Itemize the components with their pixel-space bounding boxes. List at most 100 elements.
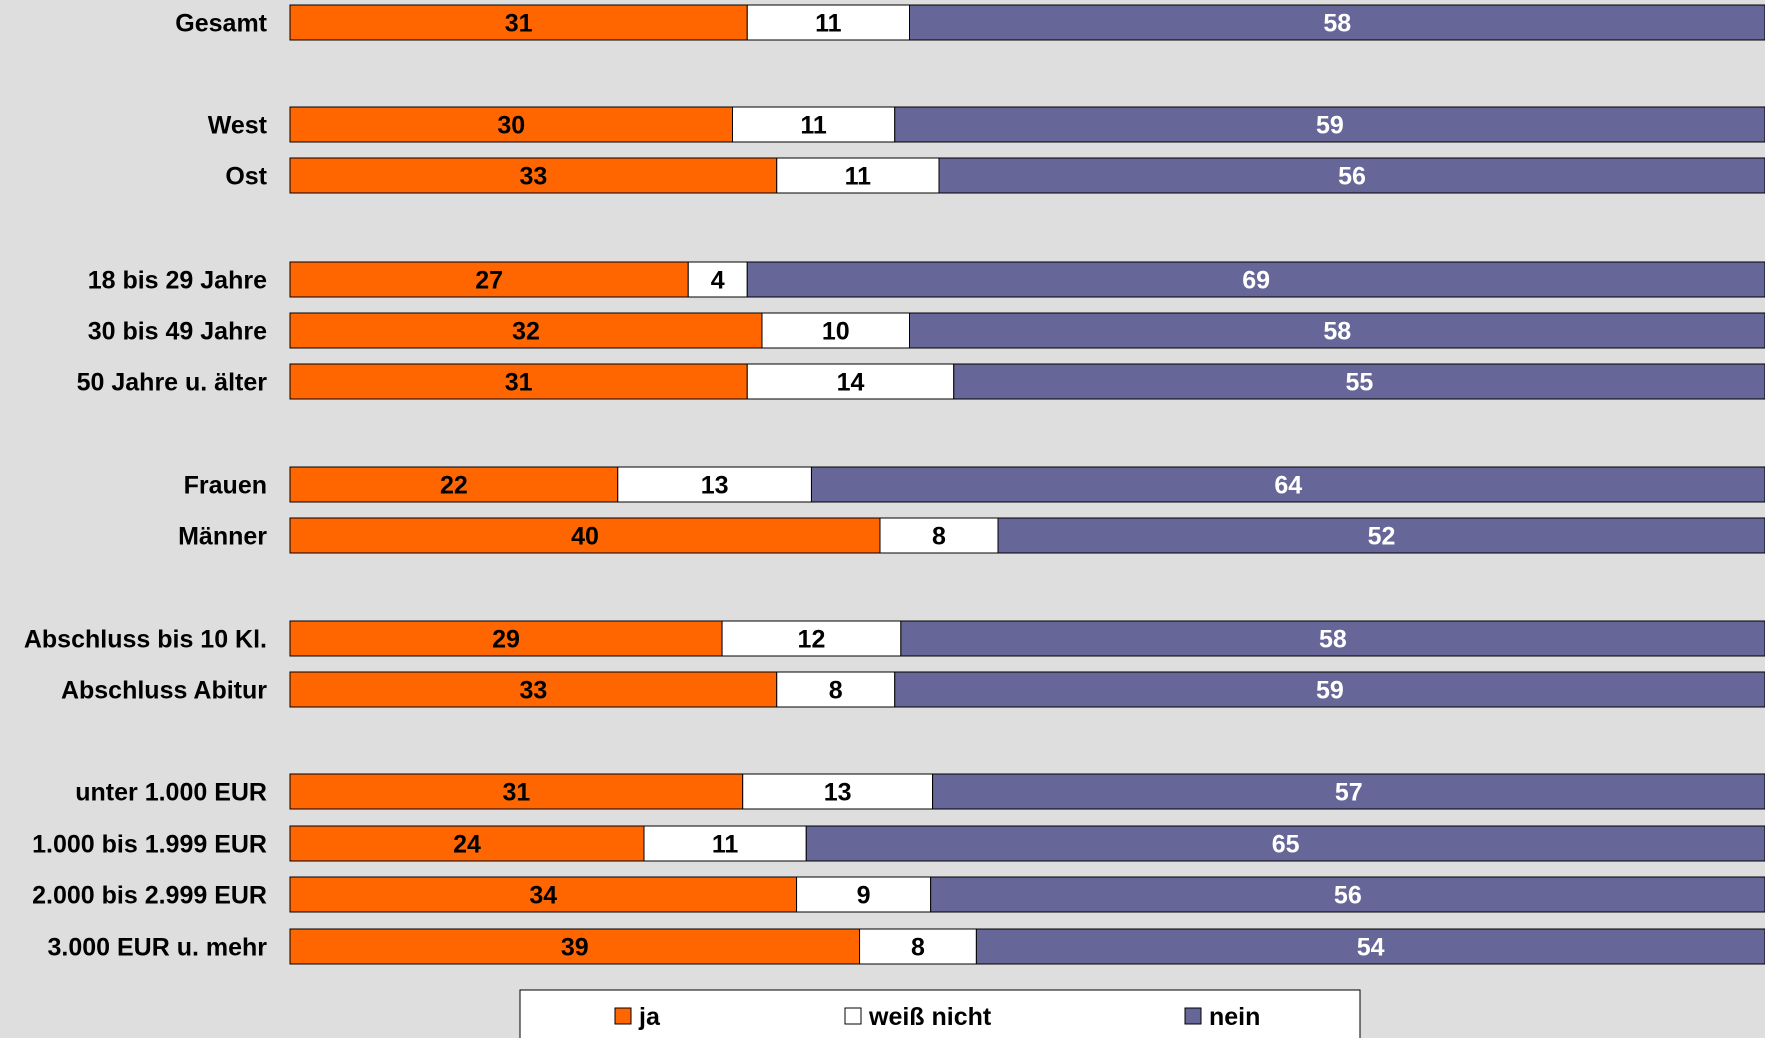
category-label: Männer: [178, 523, 267, 551]
bar-nein-segment: [909, 4, 1765, 41]
value-labels: 31 11 58 30 11 59 33 11 56 27 4 69 32 10 58 31 14 55 22 13 6…: [440, 10, 1395, 962]
data-label: 64: [1274, 472, 1302, 500]
data-label: 55: [1345, 369, 1373, 397]
bar-nein-segment: [932, 773, 1765, 810]
data-label: 12: [798, 626, 826, 654]
bar-nein-segment: [746, 261, 1765, 298]
bar-ja-segment: [289, 876, 798, 913]
data-label: 11: [845, 163, 872, 191]
data-label: 29: [492, 626, 520, 654]
legend-swatch: [1184, 1007, 1202, 1025]
bar-ja-segment: [289, 261, 689, 298]
bar-weiss-nicht-segment: [732, 106, 896, 143]
bar-nein-segment: [810, 466, 1765, 503]
bar-nein-segment: [997, 517, 1765, 554]
data-label: 31: [502, 779, 530, 807]
data-label: 58: [1319, 626, 1347, 654]
category-label: Ost: [225, 163, 267, 191]
data-label: 57: [1335, 779, 1363, 807]
bars: [289, 4, 1765, 965]
legend-swatch: [844, 1007, 862, 1025]
data-label: 13: [824, 779, 852, 807]
bar-weiss-nicht-segment: [746, 363, 955, 400]
legend-label: ja: [638, 1003, 661, 1031]
bar-ja-segment: [289, 773, 744, 810]
bar-ja-segment: [289, 4, 748, 41]
data-label: 56: [1338, 163, 1366, 191]
data-label: 8: [911, 934, 925, 962]
bar-ja-segment: [289, 671, 778, 708]
bar-nein-segment: [805, 825, 1765, 862]
bar-nein-segment: [975, 928, 1765, 965]
bar-ja-segment: [289, 825, 645, 862]
category-labels: Gesamt West Ost 18 bis 29 Jahre 30 bis 49 Ja…: [24, 10, 268, 962]
bar-nein-segment: [900, 620, 1765, 657]
data-label: 54: [1357, 934, 1385, 962]
bar-nein-segment: [930, 876, 1765, 913]
category-label: 50 Jahre u. älter: [77, 369, 268, 397]
bar-ja-segment: [289, 106, 733, 143]
category-label: 30 bis 49 Jahre: [88, 318, 267, 346]
bar-weiss-nicht-segment: [776, 157, 940, 194]
bar-weiss-nicht-segment: [776, 671, 896, 708]
bar-ja-segment: [289, 312, 763, 349]
data-label: 11: [815, 10, 842, 38]
data-label: 24: [453, 831, 481, 859]
bar-ja-segment: [289, 157, 778, 194]
bar-nein-segment: [894, 671, 1765, 708]
data-label: 58: [1323, 10, 1351, 38]
bar-ja-segment: [289, 517, 881, 554]
bar-weiss-nicht-segment: [879, 517, 999, 554]
data-label: 11: [712, 831, 739, 859]
bar-nein-segment: [953, 363, 1765, 400]
legend-box: [519, 989, 1361, 1038]
bar-weiss-nicht-segment: [859, 928, 977, 965]
data-label: 59: [1316, 677, 1344, 705]
data-label: 10: [822, 318, 850, 346]
category-label: unter 1.000 EUR: [75, 779, 267, 807]
category-label: 18 bis 29 Jahre: [88, 267, 267, 295]
data-label: 33: [519, 677, 547, 705]
data-label: 31: [505, 10, 533, 38]
data-label: 56: [1334, 882, 1362, 910]
bar-weiss-nicht-segment: [687, 261, 748, 298]
data-label: 69: [1242, 267, 1270, 295]
data-label: 65: [1272, 831, 1300, 859]
data-label: 27: [475, 267, 503, 295]
bar-ja-segment: [289, 466, 619, 503]
bar-nein-segment: [909, 312, 1765, 349]
data-label: 58: [1323, 318, 1351, 346]
legend: ja weiß nicht nein: [519, 989, 1361, 1038]
data-label: 8: [829, 677, 843, 705]
category-label: West: [208, 112, 268, 140]
bar-weiss-nicht-segment: [742, 773, 934, 810]
data-label: 40: [571, 523, 599, 551]
category-label: 3.000 EUR u. mehr: [47, 934, 267, 962]
data-label: 30: [497, 112, 525, 140]
data-label: 11: [800, 112, 827, 140]
category-label: Frauen: [184, 472, 267, 500]
legend-swatch: [614, 1007, 632, 1025]
data-label: 22: [440, 472, 468, 500]
data-label: 39: [561, 934, 589, 962]
data-label: 4: [711, 267, 725, 295]
legend-label: weiß nicht: [868, 1003, 992, 1031]
category-label: Gesamt: [175, 10, 267, 38]
data-label: 34: [529, 882, 557, 910]
bar-nein-segment: [938, 157, 1765, 194]
category-label: Abschluss bis 10 Kl.: [24, 626, 267, 654]
data-label: 33: [519, 163, 547, 191]
bar-weiss-nicht-segment: [721, 620, 902, 657]
bar-ja-segment: [289, 620, 723, 657]
bar-nein-segment: [894, 106, 1765, 143]
data-label: 13: [701, 472, 729, 500]
data-label: 9: [857, 882, 871, 910]
legend-label: nein: [1209, 1003, 1260, 1031]
data-label: 32: [512, 318, 540, 346]
bar-weiss-nicht-segment: [746, 4, 910, 41]
category-label: Abschluss Abitur: [61, 677, 267, 705]
data-label: 52: [1368, 523, 1396, 551]
category-label: 2.000 bis 2.999 EUR: [32, 882, 267, 910]
data-label: 31: [505, 369, 533, 397]
